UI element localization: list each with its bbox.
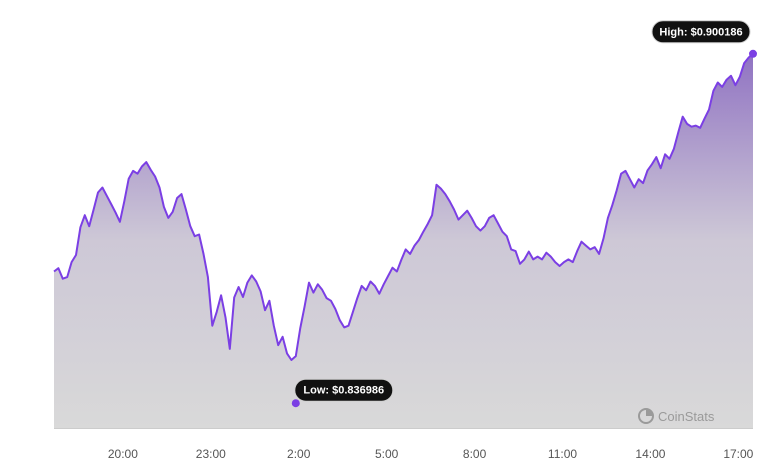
high-marker[interactable]: High: $0.900186 bbox=[652, 21, 757, 58]
x-tick-label: 11:00 bbox=[548, 447, 577, 461]
low-point[interactable] bbox=[292, 399, 300, 407]
x-tick-label: 14:00 bbox=[635, 447, 665, 461]
high-label: High: $0.900186 bbox=[659, 26, 742, 38]
x-tick-label: 20:00 bbox=[108, 447, 138, 461]
x-axis-ticks: 20:00 23:00 2:00 5:00 8:00 11:00 14:00 17:00 bbox=[108, 447, 754, 461]
x-tick-label: 23:00 bbox=[196, 447, 226, 461]
x-tick-label: 2:00 bbox=[287, 447, 311, 461]
x-tick-label: 8:00 bbox=[463, 447, 487, 461]
brand-name: CoinStats bbox=[658, 409, 715, 424]
low-label: Low: $0.836986 bbox=[303, 385, 384, 397]
price-area bbox=[54, 54, 753, 428]
x-tick-label: 17:00 bbox=[723, 447, 753, 461]
x-tick-label: 5:00 bbox=[375, 447, 399, 461]
high-point[interactable] bbox=[749, 50, 757, 58]
